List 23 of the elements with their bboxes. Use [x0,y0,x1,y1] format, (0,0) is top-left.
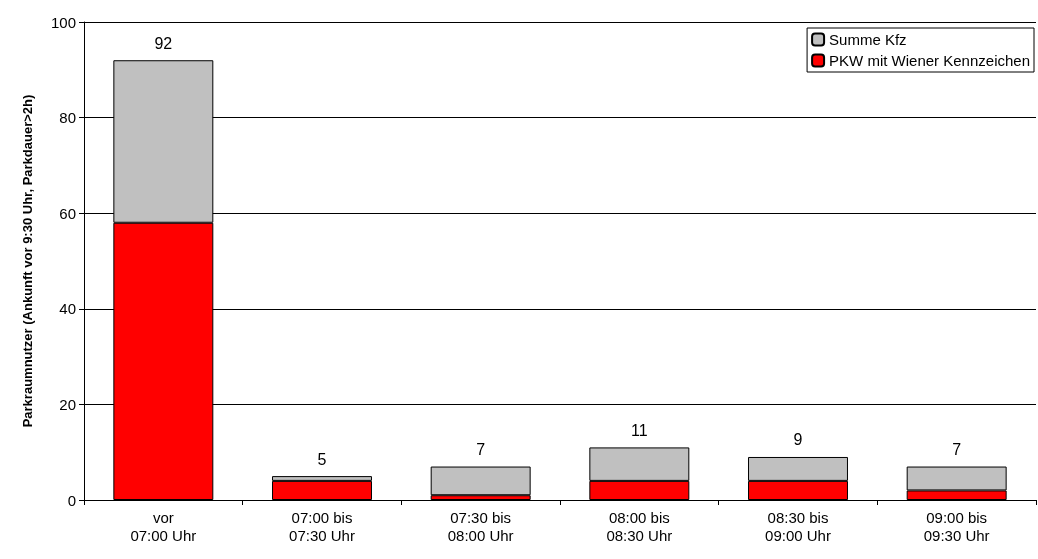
y-axis-title: Parkraumnutzer (Ankunft vor 9:30 Uhr, Parkdauer>2h) [20,94,35,428]
x-tick-label: 07:00 bis 07:30 Uhr [289,508,355,544]
legend-label: Summe Kfz [829,31,907,48]
y-tick-label: 60 [59,204,76,222]
total-label: 7 [476,441,486,459]
y-tick-label: 0 [67,491,76,509]
y-tick-label: 40 [59,300,76,318]
total-label: 9 [793,431,803,449]
y-tick-label: 80 [59,109,76,127]
total-label: 7 [952,441,962,459]
total-label: 92 [154,34,173,52]
bar [272,480,372,500]
total-label: 11 [631,421,648,439]
x-tick-label: 09:00 bis 09:30 Uhr [923,508,990,544]
x-tick-label: 07:30 bis 08:00 Uhr [447,508,514,544]
x-tick-label: vor 07:00 Uhr [130,508,197,544]
bar [430,466,531,496]
x-tick-label: 08:00 bis 08:30 Uhr [606,508,673,544]
y-tick-label: 100 [50,13,76,31]
legend-label: PKW mit Wiener Kennzeichen [829,52,1031,69]
y-tick-label: 20 [59,395,76,413]
total-label: 5 [317,450,327,468]
x-tick-label: 08:30 bis 09:00 Uhr [765,508,831,544]
